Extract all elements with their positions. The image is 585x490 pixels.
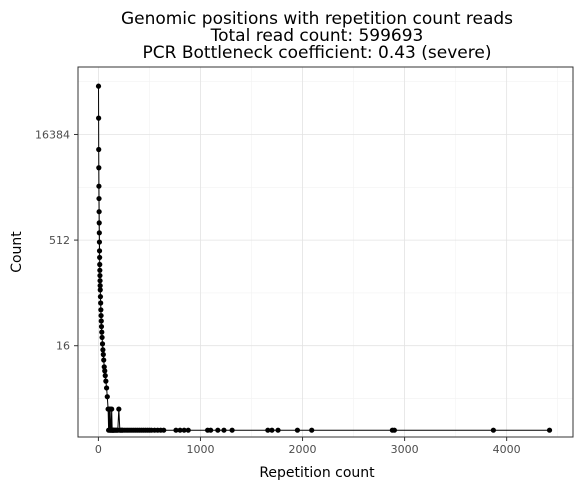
data-point [96,165,102,171]
data-point [265,427,271,433]
x-tick-label: 0 [95,443,102,456]
data-point [215,427,221,433]
data-point [99,341,106,347]
data-point [96,115,102,121]
data-point [102,368,108,374]
x-axis-label: Repetition count [259,465,375,481]
chart-title-line-1: Genomic positions with repetition count … [121,9,513,29]
data-point [101,357,107,363]
data-point [98,312,104,319]
data-point [96,183,102,189]
y-axis-label: Count [9,231,25,273]
data-point [98,307,104,313]
data-point [116,406,122,412]
data-point [97,254,103,261]
data-point [96,230,102,236]
data-point [490,427,496,433]
data-point [99,334,105,341]
x-tick-label: 4000 [493,443,521,456]
data-point [96,248,103,254]
data-point [96,195,102,202]
data-point [103,378,109,384]
data-point [97,287,103,293]
data-point [97,294,104,300]
y-tick-label: 16384 [35,128,70,141]
data-point [97,283,103,289]
plot-panel [78,67,573,437]
data-point [97,267,103,273]
minor-gridlines [78,67,573,437]
data-point [173,427,179,433]
data-point [546,427,553,433]
data-point [98,318,104,324]
data-point [98,323,105,330]
data-point [96,146,102,153]
x-tick-label: 2000 [289,443,317,456]
data-point [221,427,227,433]
data-point [109,406,115,412]
data-point [104,394,110,400]
data-point [102,373,108,379]
series-layer [95,83,553,433]
data-point [100,351,106,358]
y-tick-label: 512 [49,234,70,247]
major-gridlines [78,67,573,437]
chart-title-line-3: PCR Bottleneck coefficient: 0.43 (severe… [143,43,492,63]
y-axis-ticks: 16 512 16384 [35,128,78,353]
data-point [391,427,397,433]
data-point [98,300,104,306]
data-point [294,427,301,433]
data-point [97,261,103,268]
data-point [309,427,315,433]
data-point [103,385,110,391]
chart-title-line-2: Total read count: 599693 [210,26,424,46]
x-tick-label: 3000 [391,443,419,456]
data-point [269,427,275,433]
data-point [96,220,102,226]
data-point [208,427,214,433]
data-point [97,278,103,284]
data-point [99,329,105,335]
data-point [101,364,107,370]
y-tick-label: 16 [56,340,70,353]
data-point [95,83,102,89]
data-point [181,427,187,433]
data-point [96,239,103,245]
x-tick-label: 1000 [186,443,214,456]
data-point [177,427,183,433]
x-axis-ticks: 0 1000 2000 3000 4000 [95,437,521,456]
data-point [185,427,191,433]
panel-border [77,66,574,438]
data-point [161,427,167,433]
data-point [229,427,235,433]
data-point [275,427,281,433]
data-point [100,347,106,353]
data-point [97,272,103,279]
data-point [96,209,102,215]
